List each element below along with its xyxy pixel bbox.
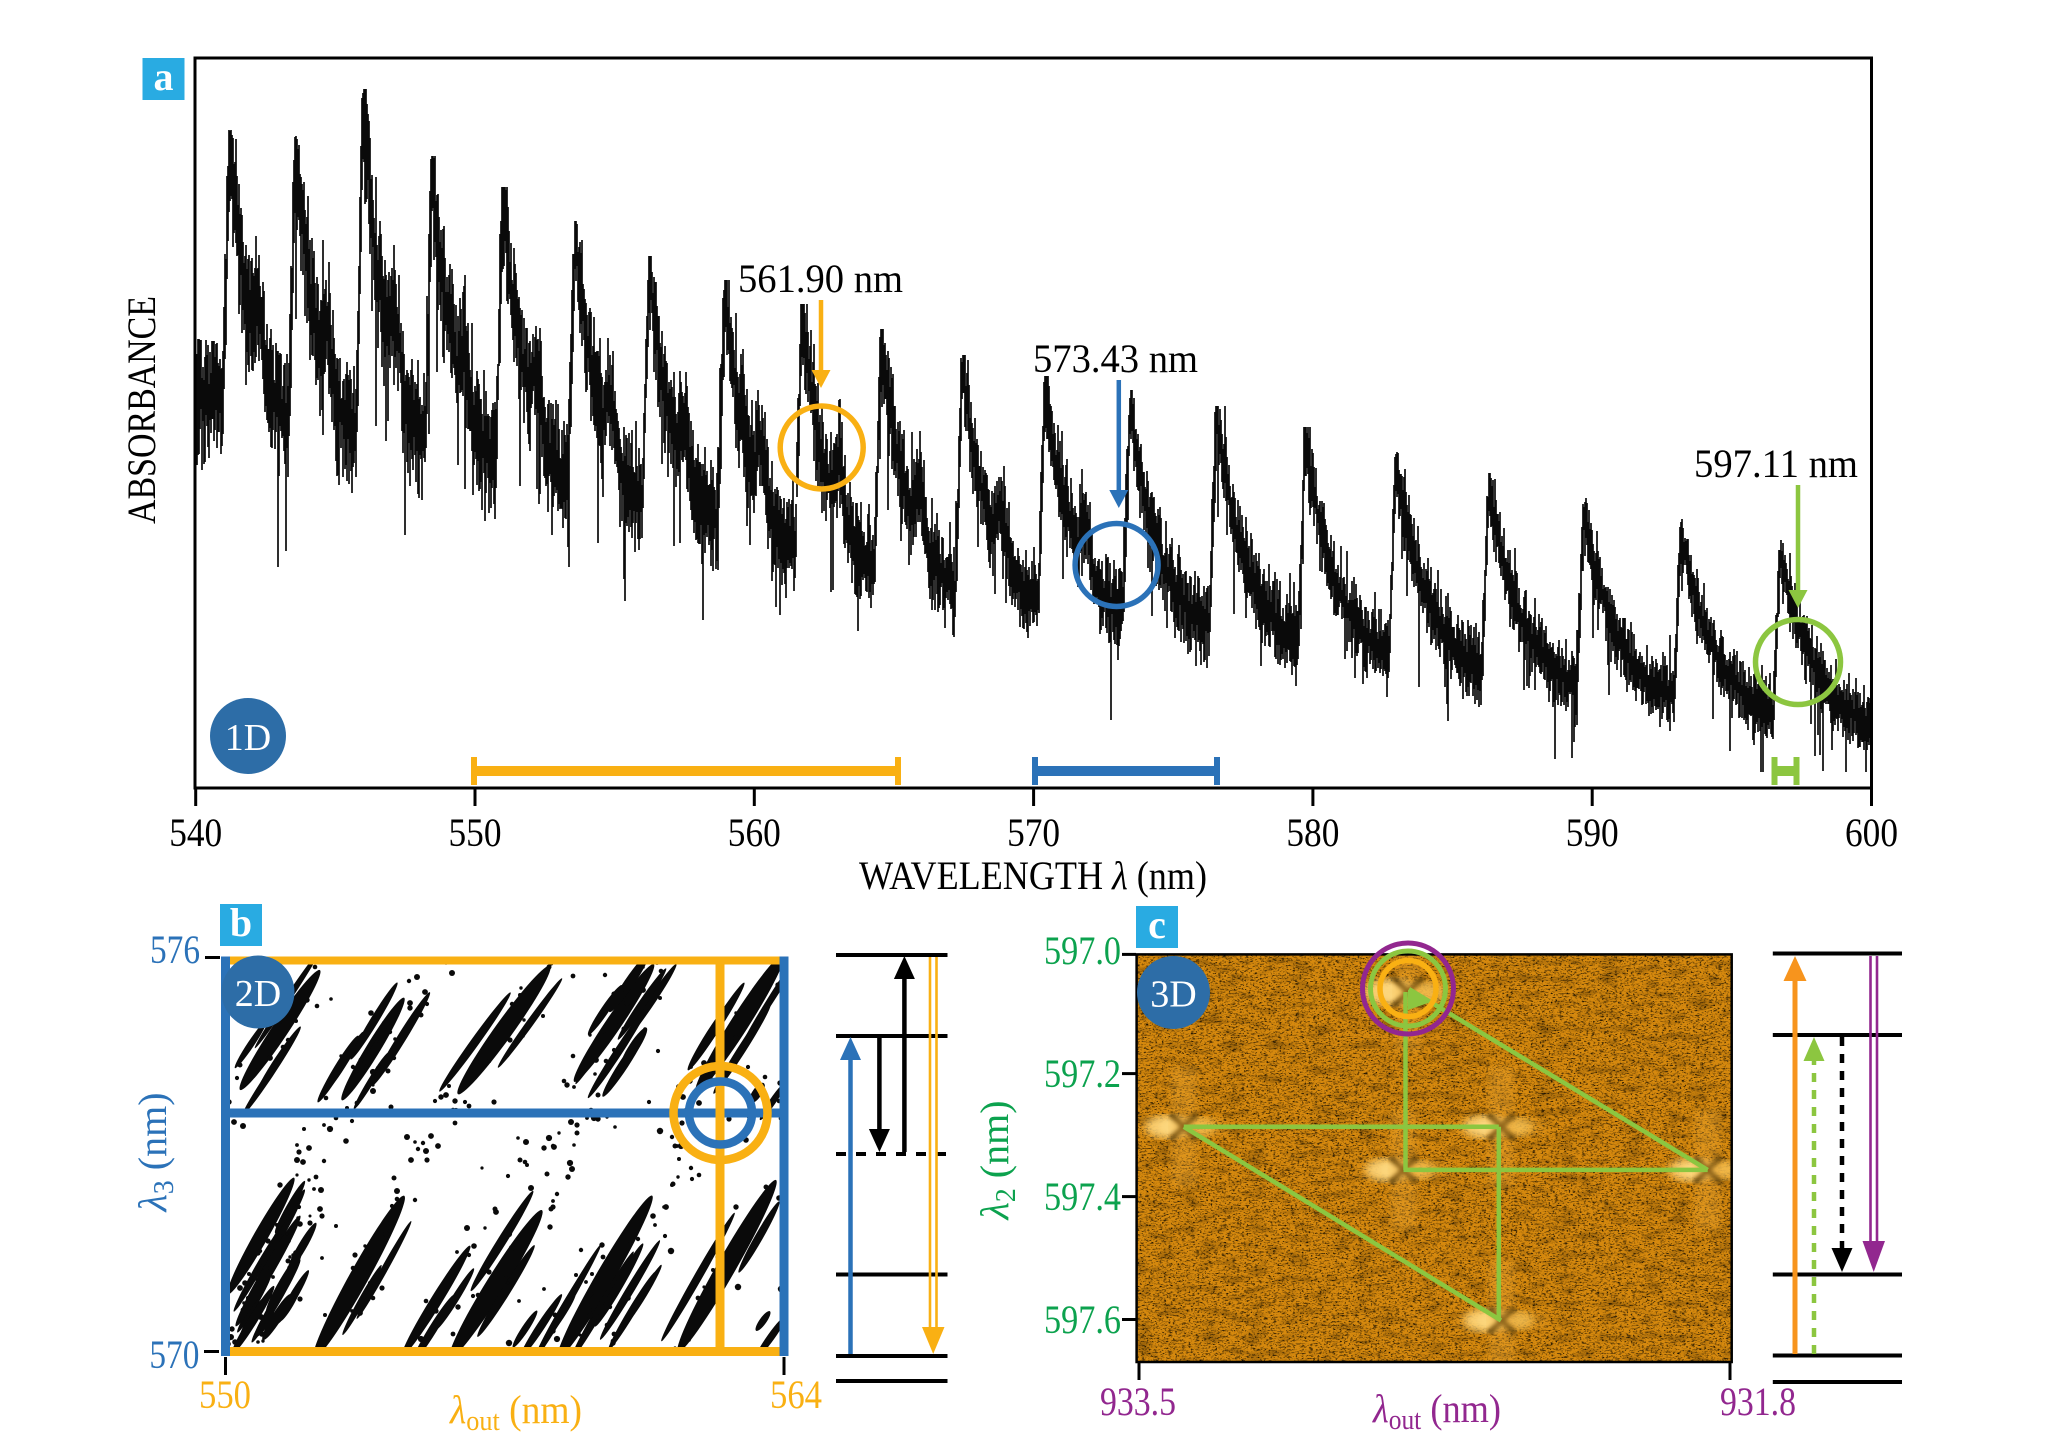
svg-text:590: 590 bbox=[1566, 810, 1619, 855]
svg-text:564: 564 bbox=[770, 1372, 822, 1417]
svg-text:597.4: 597.4 bbox=[1044, 1174, 1121, 1219]
svg-text:597.0: 597.0 bbox=[1044, 928, 1121, 973]
svg-text:λ3 (nm): λ3 (nm) bbox=[130, 1092, 180, 1212]
svg-text:573.43 nm: 573.43 nm bbox=[1033, 336, 1198, 381]
svg-text:570: 570 bbox=[1007, 810, 1060, 855]
svg-text:570: 570 bbox=[149, 1332, 199, 1377]
svg-text:576: 576 bbox=[150, 927, 200, 972]
svg-text:597.6: 597.6 bbox=[1044, 1297, 1121, 1342]
svg-text:550: 550 bbox=[449, 810, 502, 855]
svg-text:a: a bbox=[154, 54, 174, 99]
svg-text:c: c bbox=[1148, 902, 1166, 947]
svg-text:931.8: 931.8 bbox=[1720, 1379, 1796, 1424]
svg-text:λout (nm): λout (nm) bbox=[449, 1387, 582, 1437]
svg-text:2D: 2D bbox=[235, 973, 281, 1015]
svg-text:WAVELENGTH λ (nm): WAVELENGTH λ (nm) bbox=[859, 853, 1207, 898]
svg-text:560: 560 bbox=[728, 810, 781, 855]
svg-text:600: 600 bbox=[1845, 810, 1898, 855]
svg-text:λout (nm): λout (nm) bbox=[1372, 1386, 1501, 1436]
svg-text:580: 580 bbox=[1286, 810, 1339, 855]
svg-text:550: 550 bbox=[199, 1372, 251, 1417]
svg-text:540: 540 bbox=[169, 810, 222, 855]
svg-text:λ2 (nm): λ2 (nm) bbox=[972, 1100, 1022, 1220]
svg-text:1D: 1D bbox=[225, 717, 271, 759]
svg-text:ABSORBANCE: ABSORBANCE bbox=[119, 296, 164, 524]
svg-text:597.11 nm: 597.11 nm bbox=[1694, 441, 1858, 486]
svg-text:3D: 3D bbox=[1150, 974, 1196, 1016]
svg-text:561.90 nm: 561.90 nm bbox=[738, 256, 903, 301]
svg-text:597.2: 597.2 bbox=[1044, 1051, 1121, 1096]
svg-text:933.5: 933.5 bbox=[1100, 1379, 1176, 1424]
svg-text:b: b bbox=[230, 900, 252, 945]
